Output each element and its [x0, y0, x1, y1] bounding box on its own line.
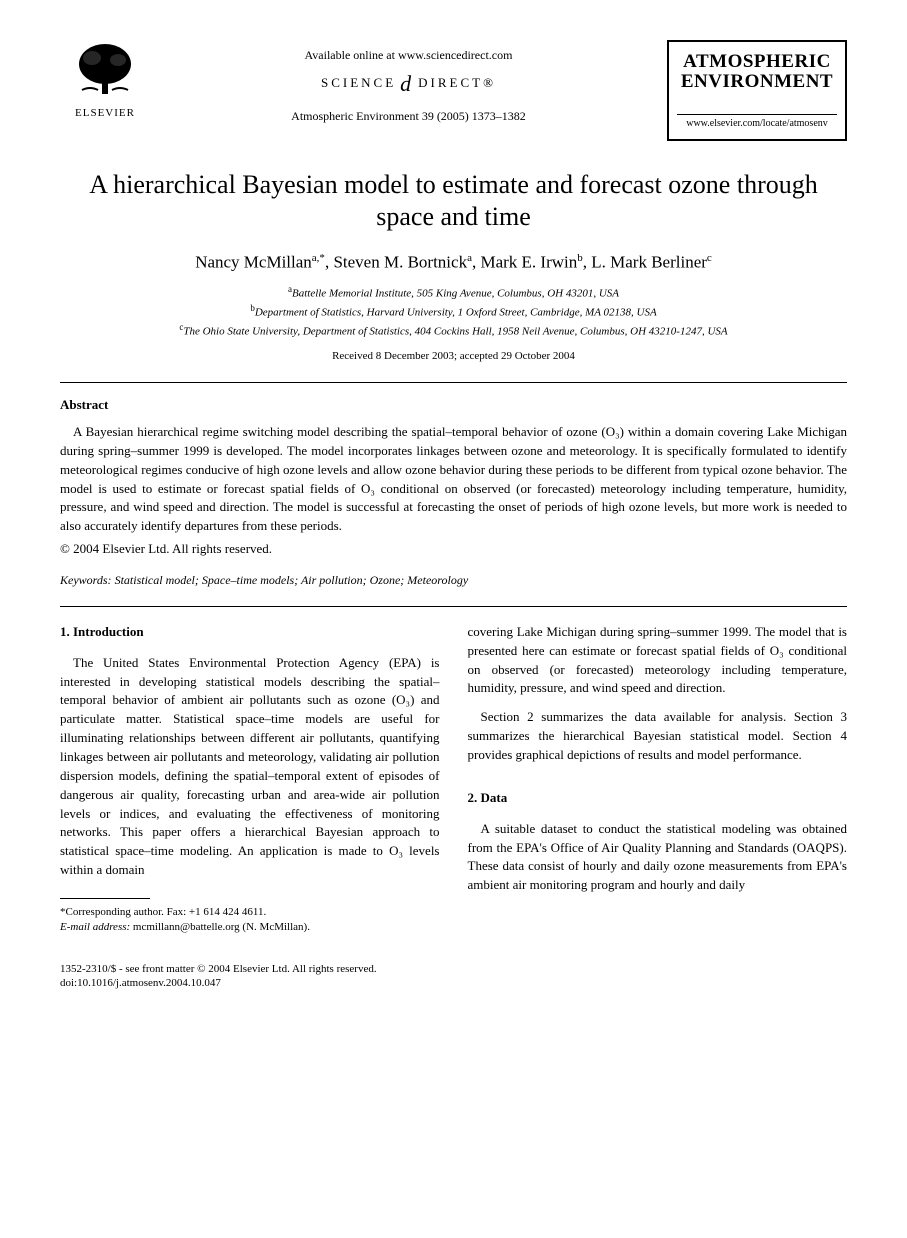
keywords-label: Keywords: [60, 573, 112, 587]
author-2-sup: a [467, 252, 472, 264]
intro-paragraph-3: Section 2 summarizes the data available … [468, 708, 848, 765]
journal-title-line2: ENVIRONMENT [677, 72, 837, 92]
affiliation-b-text: Department of Statistics, Harvard Univer… [255, 306, 657, 318]
left-column: 1. Introduction The United States Enviro… [60, 623, 440, 936]
sd-right: DIRECT® [418, 75, 496, 90]
author-1: Nancy McMillan [195, 253, 312, 272]
author-2: Steven M. Bortnick [333, 253, 467, 272]
affiliation-b: bDepartment of Statistics, Harvard Unive… [60, 302, 847, 321]
data-paragraph-1: A suitable dataset to conduct the statis… [468, 820, 848, 895]
affiliation-a-text: Battelle Memorial Institute, 505 King Av… [292, 287, 619, 299]
journal-url[interactable]: www.elsevier.com/locate/atmosenv [677, 114, 837, 129]
abstract-heading: Abstract [60, 397, 847, 413]
keywords-list: Statistical model; Space–time models; Ai… [115, 573, 469, 587]
intro-paragraph-1: The United States Environmental Protecti… [60, 654, 440, 880]
author-1-sup: a,* [312, 252, 325, 264]
elsevier-label: ELSEVIER [60, 107, 150, 119]
body-columns: 1. Introduction The United States Enviro… [60, 623, 847, 936]
authors-line: Nancy McMillana,*, Steven M. Bortnicka, … [60, 252, 847, 273]
author-3-sup: b [577, 252, 583, 264]
author-4-sup: c [707, 252, 712, 264]
abstract-copyright: © 2004 Elsevier Ltd. All rights reserved… [60, 540, 847, 559]
email-line: E-mail address: mcmillann@battelle.org (… [60, 920, 440, 935]
citation-line: Atmospheric Environment 39 (2005) 1373–1… [150, 109, 667, 124]
email-label: E-mail address: [60, 921, 130, 933]
abstract-text: A Bayesian hierarchical regime switching… [60, 423, 847, 536]
affiliation-c-text: The Ohio State University, Department of… [183, 326, 727, 338]
section-1-heading: 1. Introduction [60, 623, 440, 642]
available-online-text: Available online at www.sciencedirect.co… [150, 48, 667, 63]
affiliation-c: cThe Ohio State University, Department o… [60, 321, 847, 340]
affiliations: aBattelle Memorial Institute, 505 King A… [60, 283, 847, 340]
journal-box: ATMOSPHERIC ENVIRONMENT www.elsevier.com… [667, 40, 847, 141]
affiliation-a: aBattelle Memorial Institute, 505 King A… [60, 283, 847, 302]
divider-bottom [60, 606, 847, 607]
doi-line: doi:10.1016/j.atmosenv.2004.10.047 [60, 976, 847, 990]
corresponding-author: *Corresponding author. Fax: +1 614 424 4… [60, 905, 440, 920]
section-2-heading: 2. Data [468, 789, 848, 808]
elsevier-tree-icon [60, 40, 150, 105]
email-address[interactable]: mcmillann@battelle.org (N. McMillan). [133, 921, 310, 933]
header-row: ELSEVIER Available online at www.science… [60, 40, 847, 141]
footnote-block: *Corresponding author. Fax: +1 614 424 4… [60, 905, 440, 936]
author-3: Mark E. Irwin [480, 253, 577, 272]
author-4: L. Mark Berliner [591, 253, 707, 272]
sd-left: SCIENCE [321, 75, 396, 90]
footer-block: 1352-2310/$ - see front matter © 2004 El… [60, 962, 847, 991]
elsevier-logo: ELSEVIER [60, 40, 150, 119]
article-title: A hierarchical Bayesian model to estimat… [80, 169, 827, 234]
divider-top [60, 382, 847, 383]
abstract-body: A Bayesian hierarchical regime switching… [60, 423, 847, 559]
science-direct-logo: SCIENCE d DIRECT® [150, 71, 667, 97]
footnote-separator [60, 898, 150, 899]
keywords-line: Keywords: Statistical model; Space–time … [60, 573, 847, 588]
center-header: Available online at www.sciencedirect.co… [150, 40, 667, 124]
intro-paragraph-2: covering Lake Michigan during spring–sum… [468, 623, 848, 698]
journal-title-line1: ATMOSPHERIC [677, 52, 837, 72]
sd-d-icon: d [400, 71, 414, 96]
right-column: covering Lake Michigan during spring–sum… [468, 623, 848, 936]
article-dates: Received 8 December 2003; accepted 29 Oc… [60, 350, 847, 362]
front-matter-line: 1352-2310/$ - see front matter © 2004 El… [60, 962, 847, 976]
